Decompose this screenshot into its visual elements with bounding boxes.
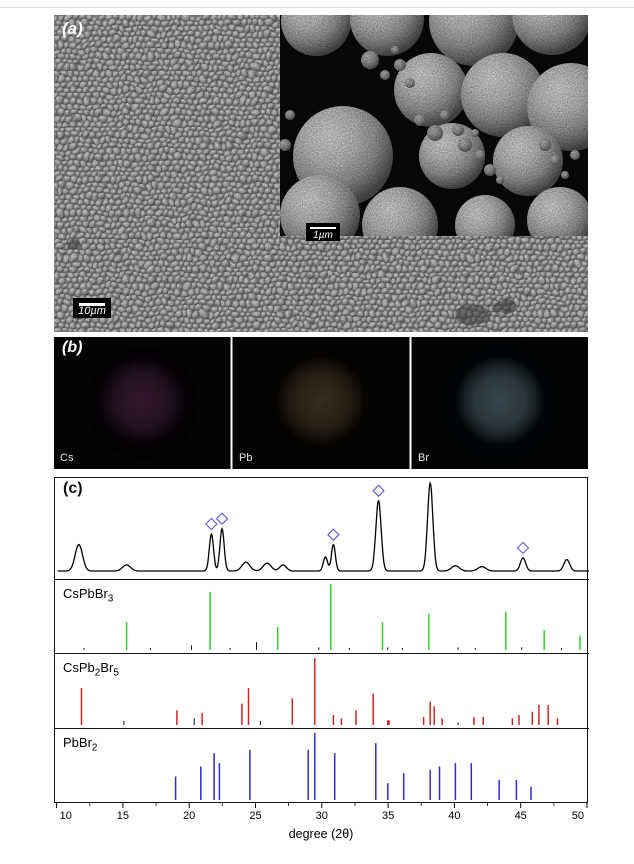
svg-text:25: 25 [249,810,261,822]
svg-text:20: 20 [183,810,195,822]
svg-text:30: 30 [316,810,328,822]
svg-text:45: 45 [515,810,527,822]
svg-text:35: 35 [382,810,394,822]
svg-text:50: 50 [572,810,584,822]
svg-text:15: 15 [117,810,129,822]
svg-text:10: 10 [60,810,72,822]
svg-text:40: 40 [448,810,460,822]
